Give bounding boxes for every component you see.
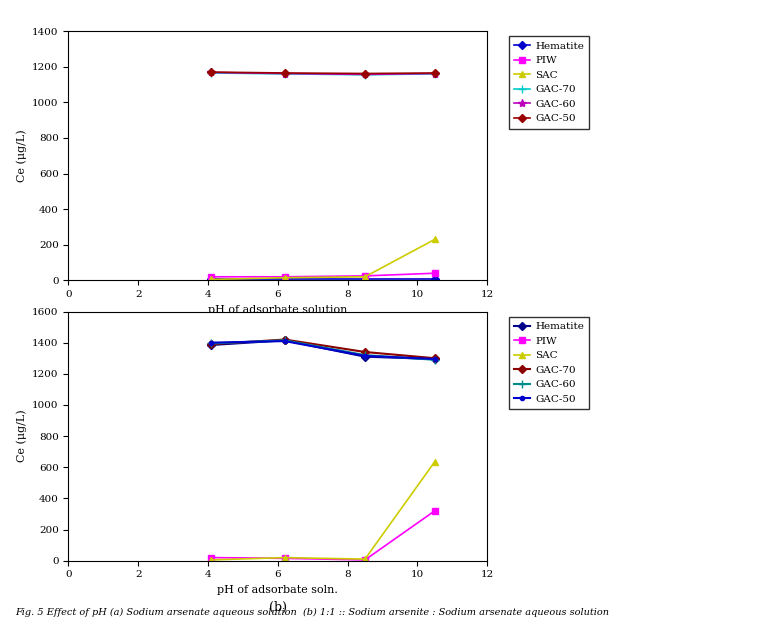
Line: PIW: PIW <box>209 270 438 280</box>
Hematite <box>430 355 439 363</box>
X-axis label: pH of adsorbate soln.: pH of adsorbate soln. <box>218 585 338 595</box>
GAC-70 <box>430 354 439 362</box>
GAC-60 <box>207 69 216 76</box>
SAC <box>207 556 216 564</box>
Hematite <box>430 276 439 283</box>
GAC-50 <box>280 338 289 345</box>
GAC-50 <box>361 352 370 359</box>
PIW <box>361 556 370 564</box>
Line: GAC-60: GAC-60 <box>207 69 439 78</box>
Line: GAC-60: GAC-60 <box>207 336 439 364</box>
SAC <box>280 274 289 282</box>
GAC-70 <box>430 70 439 78</box>
GAC-60 <box>430 70 439 77</box>
Line: SAC: SAC <box>208 459 438 563</box>
PIW <box>361 272 370 280</box>
GAC-60 <box>207 340 216 347</box>
Line: GAC-50: GAC-50 <box>209 339 437 361</box>
Text: Fig. 5 Effect of pH (a) Sodium arsenate aqueous solution  (b) 1:1 :: Sodium arse: Fig. 5 Effect of pH (a) Sodium arsenate … <box>15 607 610 617</box>
Hematite <box>280 336 289 344</box>
GAC-70 <box>207 69 216 77</box>
PIW <box>430 507 439 515</box>
PIW <box>280 273 289 280</box>
PIW <box>207 554 216 561</box>
Line: GAC-50: GAC-50 <box>209 69 438 76</box>
GAC-50 <box>430 69 439 77</box>
GAC-70 <box>280 70 289 78</box>
Line: Hematite: Hematite <box>209 277 438 282</box>
Y-axis label: Ce (μg/L): Ce (μg/L) <box>16 410 27 462</box>
PIW <box>280 554 289 562</box>
Text: (b): (b) <box>269 601 287 614</box>
Y-axis label: Ce (μg/L): Ce (μg/L) <box>16 130 27 182</box>
SAC <box>207 276 216 283</box>
GAC-50 <box>207 339 216 346</box>
GAC-70 <box>361 348 370 356</box>
GAC-70 <box>361 71 370 78</box>
Hematite <box>207 341 216 349</box>
Hematite <box>361 276 370 283</box>
Hematite <box>280 276 289 283</box>
X-axis label: pH of adsorbate solution: pH of adsorbate solution <box>208 305 348 315</box>
Line: SAC: SAC <box>208 236 438 283</box>
PIW <box>207 273 216 280</box>
Hematite <box>361 353 370 360</box>
GAC-60 <box>280 70 289 77</box>
GAC-70 <box>280 336 289 343</box>
GAC-50 <box>430 355 439 363</box>
Hematite <box>207 276 216 283</box>
Line: PIW: PIW <box>209 508 438 563</box>
GAC-60 <box>280 336 289 344</box>
SAC <box>280 554 289 561</box>
Line: GAC-70: GAC-70 <box>209 337 438 361</box>
GAC-50 <box>361 70 370 77</box>
SAC <box>430 235 439 243</box>
GAC-70 <box>207 340 216 348</box>
SAC <box>361 556 370 563</box>
Text: (a): (a) <box>269 320 286 333</box>
GAC-60 <box>361 351 370 359</box>
GAC-50 <box>207 69 216 76</box>
GAC-60 <box>430 356 439 364</box>
SAC <box>361 273 370 280</box>
PIW <box>430 270 439 277</box>
GAC-50 <box>280 69 289 77</box>
SAC <box>430 458 439 465</box>
Line: Hematite: Hematite <box>209 338 438 362</box>
Legend: Hematite, PIW, SAC, GAC-70, GAC-60, GAC-50: Hematite, PIW, SAC, GAC-70, GAC-60, GAC-… <box>509 36 589 128</box>
Legend: Hematite, PIW, SAC, GAC-70, GAC-60, GAC-50: Hematite, PIW, SAC, GAC-70, GAC-60, GAC-… <box>509 316 589 409</box>
GAC-60 <box>361 70 370 78</box>
Line: GAC-70: GAC-70 <box>207 69 439 79</box>
